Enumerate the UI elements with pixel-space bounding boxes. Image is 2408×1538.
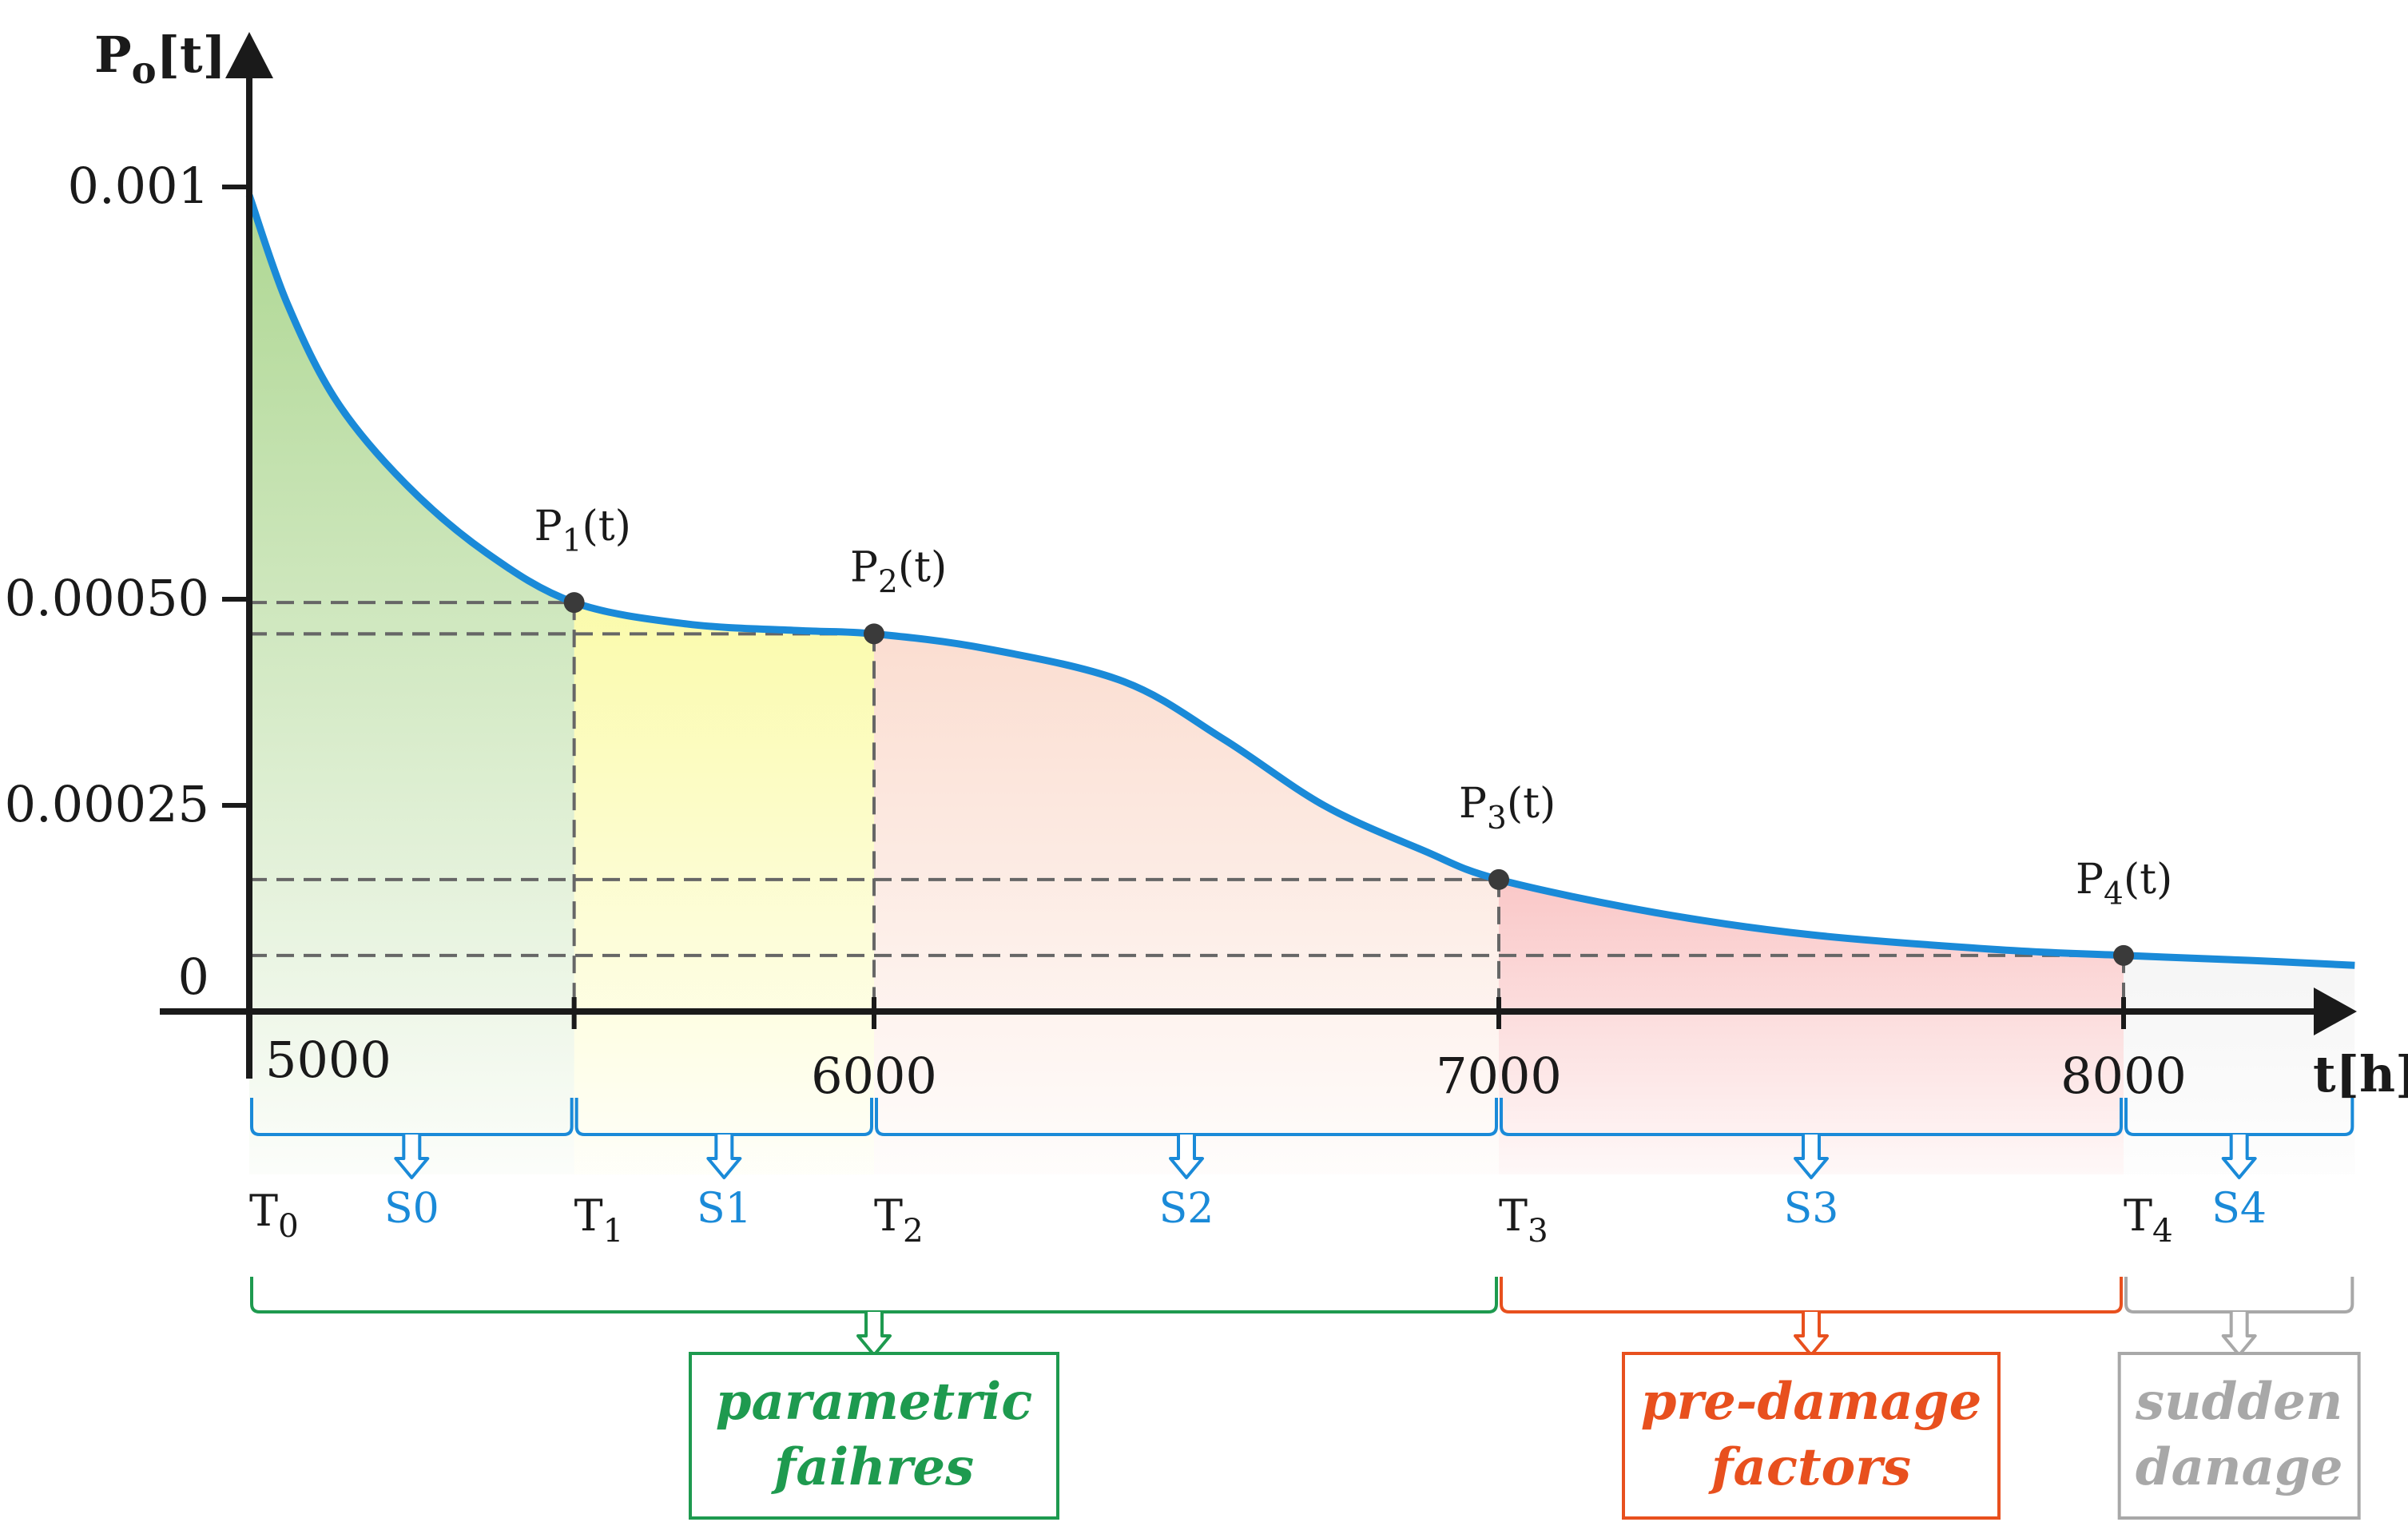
- category-text: factors: [1708, 1437, 1911, 1497]
- probability-curve: [245, 193, 2355, 969]
- category-text: pre-damage: [1641, 1372, 1982, 1432]
- curve-point-marker: [864, 623, 884, 645]
- curve-point-label: P2(t): [850, 543, 947, 600]
- curve-point-label: P1(t): [534, 503, 631, 559]
- segment-brace-arrow: [394, 1135, 430, 1179]
- segment-braces: S0 S1 S2 S3 S4 T0 T1 T2 T3 T4: [249, 1098, 2354, 1250]
- segment-label: S0: [384, 1185, 439, 1233]
- segment-brace-arrow: [1794, 1135, 1829, 1179]
- category-box: [689, 1352, 1059, 1520]
- y-tick-label: 0: [178, 948, 209, 1006]
- segment-brace-arrow: [2221, 1135, 2257, 1179]
- x-axis-title: t[h]: [2313, 1045, 2408, 1103]
- segment-fills: [249, 195, 2355, 1174]
- category-box: [1622, 1352, 2001, 1520]
- segment-brace-arrow: [1169, 1135, 1204, 1179]
- curve-point-label: P3(t): [1459, 780, 1556, 837]
- x-axis-arrow: [2314, 988, 2357, 1035]
- category-brace: [250, 1277, 1498, 1313]
- category-text: faihres: [771, 1437, 974, 1497]
- axes: [160, 32, 2357, 1079]
- segment-label: S2: [1159, 1185, 1214, 1233]
- segment-label: S3: [1784, 1185, 1839, 1233]
- category-brace-arrow: [2221, 1312, 2257, 1357]
- curve-point-marker: [563, 592, 585, 614]
- segment-label: S1: [697, 1185, 752, 1233]
- y-tick-label: 0.00050: [5, 569, 209, 627]
- curve-points: P1(t) P2(t) P3(t) P4(t): [534, 503, 2172, 966]
- segment-fill: [1499, 195, 2124, 1174]
- curve-point-marker: [2113, 944, 2134, 966]
- y-tick-label: 0.00025: [5, 775, 209, 833]
- category-brace: [2124, 1277, 2354, 1313]
- category-brace-arrow: [1794, 1312, 1829, 1357]
- x-tick-label: 5000: [265, 1031, 391, 1089]
- category-text: danage: [2136, 1437, 2343, 1497]
- x-tick-labels: 5000 6000 7000 8000: [265, 997, 2187, 1105]
- x-tick-label: 7000: [1436, 1047, 1562, 1105]
- category-brace: [1500, 1277, 2123, 1313]
- segment-brace-arrow: [706, 1135, 742, 1179]
- curve-point-marker: [1488, 868, 1509, 890]
- y-tick-label: 0.001: [68, 157, 210, 215]
- category-box: [2117, 1352, 2361, 1520]
- x-tick-label: 6000: [811, 1047, 937, 1105]
- curve-point-label: P4(t): [2076, 856, 2172, 912]
- category-text: sudden: [2135, 1372, 2342, 1432]
- y-axis-title: Po[t]: [94, 26, 226, 92]
- y-axis-arrow: [225, 32, 273, 78]
- boundary-label: T1: [574, 1190, 624, 1250]
- dashed-guides: [249, 601, 2125, 1011]
- category-brace-arrow: [856, 1312, 892, 1357]
- boundary-label: T0: [249, 1186, 299, 1245]
- x-tick-label: 8000: [2060, 1047, 2187, 1105]
- category-text: parametric: [716, 1372, 1032, 1432]
- boundary-label: T2: [874, 1190, 924, 1250]
- segment-label: S4: [2211, 1185, 2267, 1233]
- axis-titles: Po[t] t[h]: [94, 26, 2408, 1103]
- boundary-label: T4: [2124, 1190, 2173, 1250]
- segment-fill: [574, 195, 874, 1174]
- y-tick-labels: 0.001 0.00050 0.00025 0: [5, 157, 249, 1006]
- boundary-label: T3: [1499, 1190, 1548, 1250]
- segment-fill: [249, 195, 574, 1174]
